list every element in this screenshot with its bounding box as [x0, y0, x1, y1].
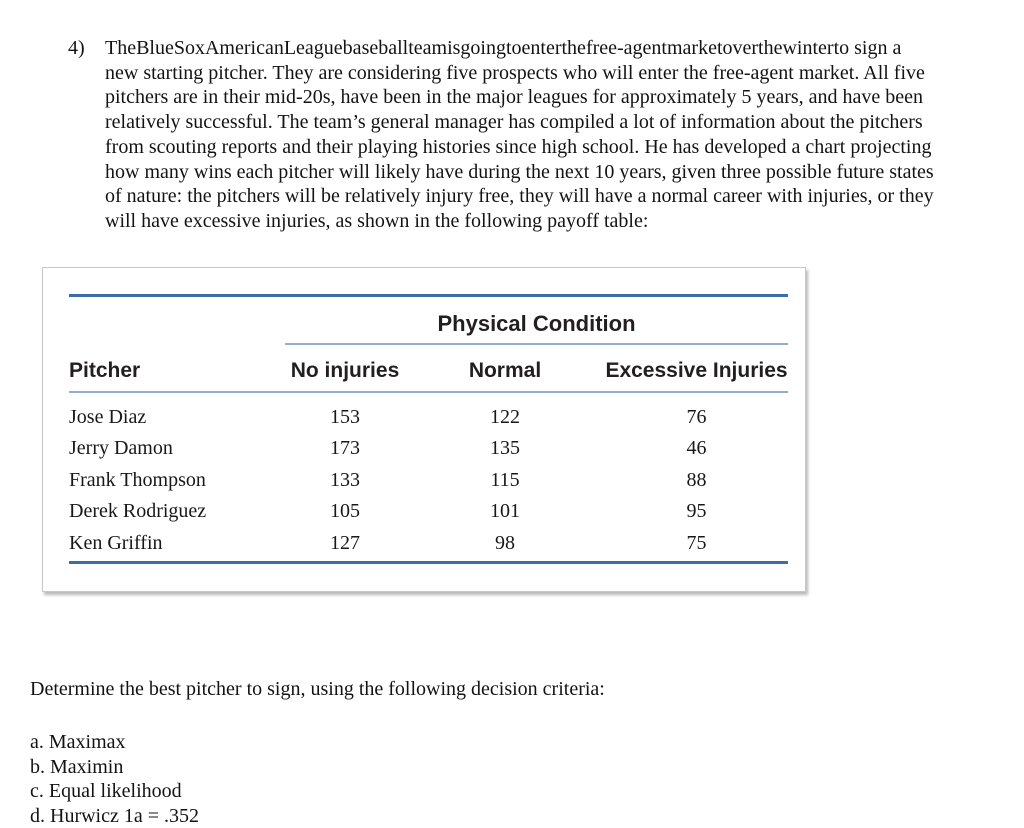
payoff-value: 75 [605, 528, 788, 559]
table-rule-header [69, 391, 788, 393]
payoff-value: 46 [605, 433, 788, 464]
table-group-header: Physical Condition [285, 312, 788, 335]
intro-line: from scouting reports and their playing … [105, 135, 990, 160]
table-row: Jose Diaz 153 122 76 [69, 402, 788, 433]
payoff-value: 115 [405, 465, 605, 496]
table-row: Derek Rodriguez 105 101 95 [69, 496, 788, 527]
payoff-value: 173 [285, 433, 405, 464]
pitcher-name: Ken Griffin [69, 528, 285, 559]
column-header-no-injuries: No injuries [285, 358, 405, 384]
payoff-value: 122 [405, 402, 605, 433]
payoff-value: 153 [285, 402, 405, 433]
pitcher-name: Jerry Damon [69, 433, 285, 464]
problem-intro-paragraph: TheBlueSoxAmericanLeaguebaseballteamisgo… [105, 36, 990, 234]
criteria-item-maximin: b. Maximin [30, 755, 199, 780]
table-body: Jose Diaz 153 122 76 Jerry Damon 173 135… [69, 402, 788, 559]
intro-line: will have excessive injuries, as shown i… [105, 209, 990, 234]
column-header-pitcher: Pitcher [69, 358, 285, 384]
payoff-value: 88 [605, 465, 788, 496]
table-row: Jerry Damon 173 135 46 [69, 433, 788, 464]
pitcher-name: Frank Thompson [69, 465, 285, 496]
payoff-table-card: Physical Condition Pitcher No injuries N… [42, 267, 806, 592]
decision-prompt: Determine the best pitcher to sign, usin… [30, 677, 605, 702]
table-header-row: Pitcher No injuries Normal Excessive Inj… [69, 358, 788, 384]
payoff-value: 98 [405, 528, 605, 559]
table-rule-group [285, 343, 788, 345]
criteria-item-maximax: a. Maximax [30, 730, 199, 755]
pitcher-name: Derek Rodriguez [69, 496, 285, 527]
payoff-value: 105 [285, 496, 405, 527]
payoff-value: 101 [405, 496, 605, 527]
column-header-excessive-injuries: Excessive Injuries [605, 358, 788, 384]
criteria-list: a. Maximax b. Maximin c. Equal likelihoo… [30, 730, 199, 828]
intro-line: pitchers are in their mid-20s, have been… [105, 85, 990, 110]
problem-number: 4) [68, 36, 85, 61]
payoff-value: 76 [605, 402, 788, 433]
table-row: Frank Thompson 133 115 88 [69, 465, 788, 496]
table-rule-bottom [69, 561, 788, 564]
payoff-value: 135 [405, 433, 605, 464]
table-row: Ken Griffin 127 98 75 [69, 528, 788, 559]
criteria-item-hurwicz: d. Hurwicz 1a = .352 [30, 804, 199, 828]
intro-line: how many wins each pitcher will likely h… [105, 160, 990, 185]
table-rule-top [69, 294, 788, 297]
intro-line: of nature: the pitchers will be relative… [105, 184, 990, 209]
intro-line: relatively successful. The team’s genera… [105, 110, 990, 135]
intro-line: new starting pitcher. They are consideri… [105, 61, 990, 86]
criteria-item-equal-likelihood: c. Equal likelihood [30, 779, 199, 804]
payoff-value: 133 [285, 465, 405, 496]
intro-line: TheBlueSoxAmericanLeaguebaseballteamisgo… [105, 36, 990, 61]
payoff-value: 95 [605, 496, 788, 527]
payoff-value: 127 [285, 528, 405, 559]
pitcher-name: Jose Diaz [69, 402, 285, 433]
column-header-normal: Normal [405, 358, 605, 384]
